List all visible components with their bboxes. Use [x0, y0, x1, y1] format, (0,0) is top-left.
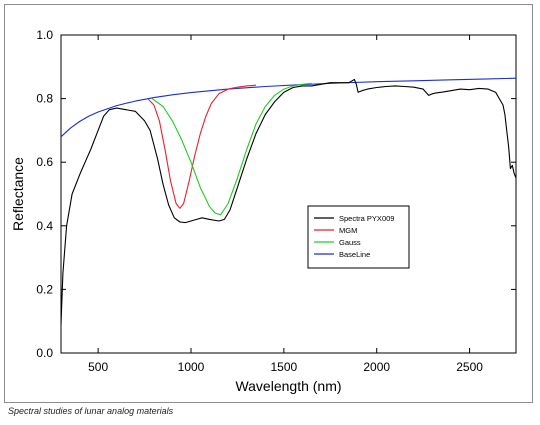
- x-tick-label: 2000: [363, 360, 390, 374]
- legend: Spectra PYX009 MGM Gauss BaseLine: [307, 205, 410, 269]
- x-axis-label: Wavelength (nm): [235, 378, 341, 394]
- x-tick-label: 2500: [456, 360, 483, 374]
- series-line-spectra-pyx009: [60, 78, 517, 325]
- series-layer: [60, 77, 517, 325]
- legend-label: Spectra PYX009: [339, 214, 394, 223]
- figure-caption: Spectral studies of lunar analog materia…: [8, 406, 174, 416]
- x-tick-label: 1000: [178, 360, 205, 374]
- y-axis-label: Reflectance: [10, 157, 26, 231]
- y-tick-label: 0.2: [36, 282, 53, 296]
- series-line-mgm: [147, 84, 257, 209]
- y-tick-label: 0.8: [36, 92, 53, 106]
- y-tick-label: 0.4: [36, 219, 53, 233]
- y-tick-label: 1.0: [36, 28, 53, 42]
- y-tick-label: 0.0: [36, 346, 53, 360]
- series-line-baseline: [60, 77, 517, 138]
- x-tick-label: 500: [88, 360, 108, 374]
- x-tick-label: 1500: [271, 360, 298, 374]
- chart-frame: 500 1000 1500 2000 2500 0.0 0.2 0.4 0.6 0.8 1.0 Wa…: [4, 4, 533, 403]
- legend-label: MGM: [339, 226, 357, 235]
- axis-layer: 500 1000 1500 2000 2500 0.0 0.2 0.4 0.6 0.8 1.0: [36, 28, 516, 374]
- legend-box: [307, 205, 410, 269]
- y-tick-label: 0.6: [36, 155, 53, 169]
- plot-area: [60, 34, 517, 354]
- series-line-gauss: [151, 82, 312, 216]
- legend-label: BaseLine: [339, 250, 370, 259]
- reflectance-chart: 500 1000 1500 2000 2500 0.0 0.2 0.4 0.6 0.8 1.0 Wa…: [10, 28, 517, 394]
- legend-label: Gauss: [339, 238, 361, 247]
